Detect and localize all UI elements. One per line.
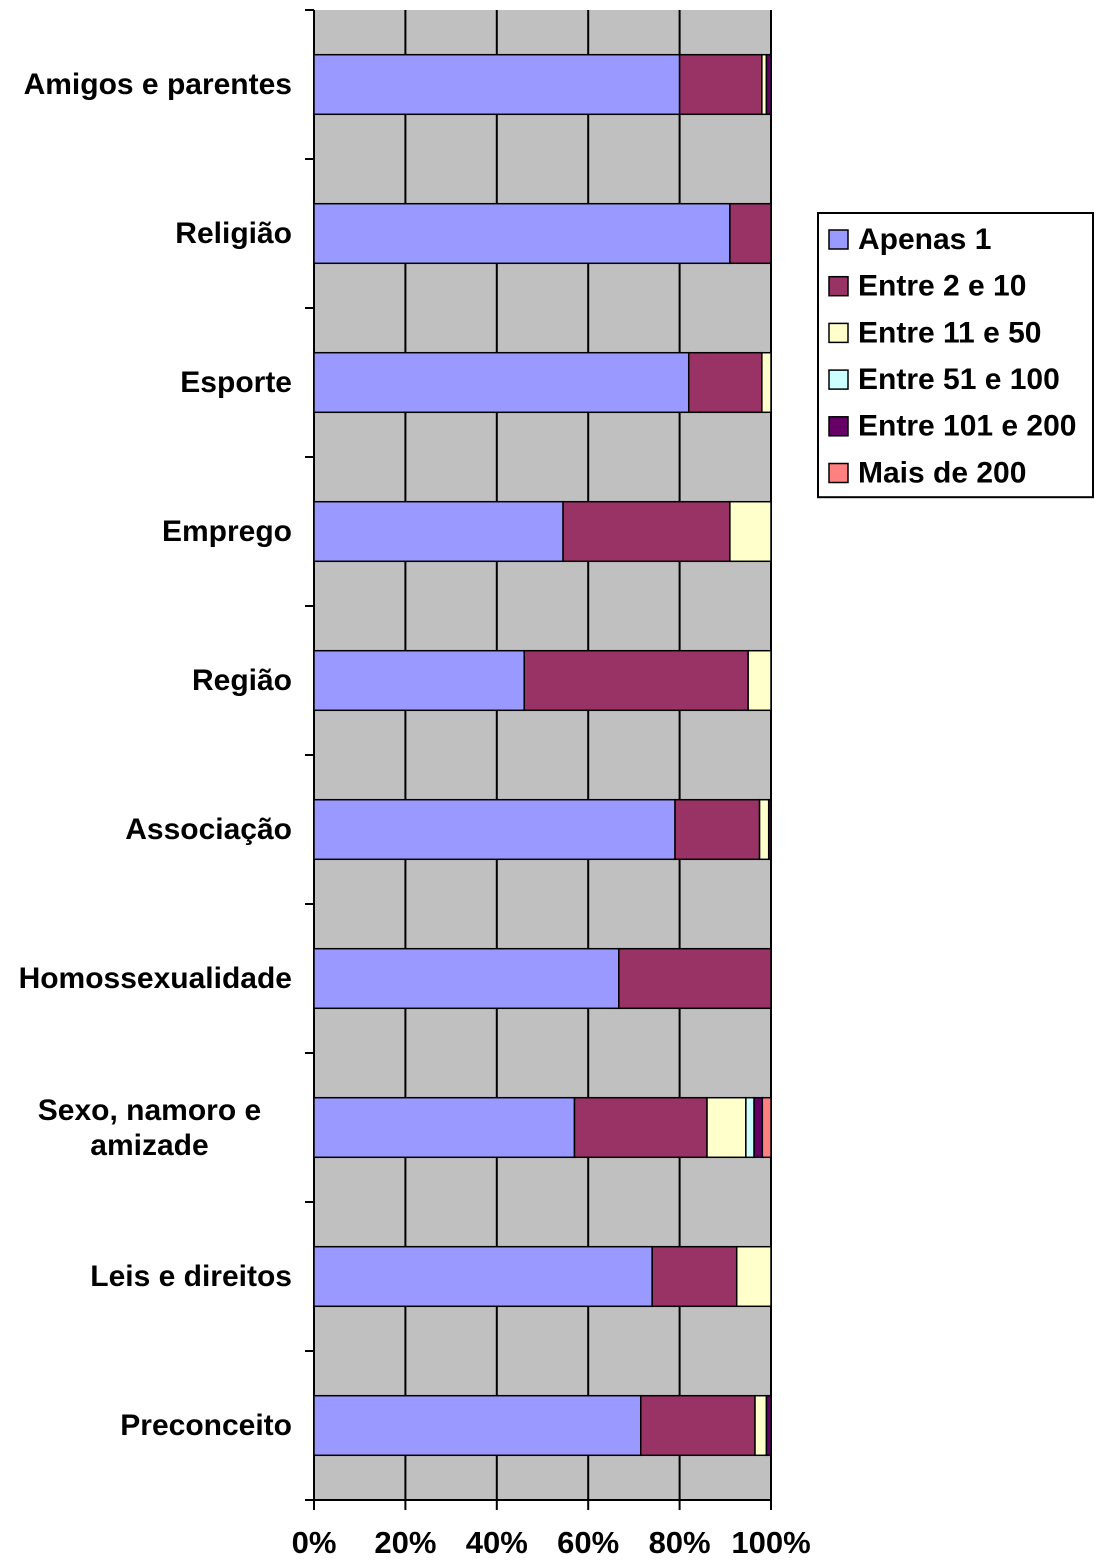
- bar-segment: [573, 1096, 708, 1159]
- bar-segment: [313, 1394, 642, 1457]
- bar-segment: [761, 351, 772, 414]
- y-tick-label: Região: [191, 664, 292, 697]
- legend-label: Entre 2 e 10: [858, 270, 1026, 303]
- x-tick-label: 60%: [557, 1525, 619, 1560]
- legend-box: [817, 212, 1094, 499]
- bar-segment: [313, 351, 690, 414]
- bar-segment: [765, 53, 772, 116]
- y-tick-label: Emprego: [161, 515, 292, 548]
- y-tick-label: Homossexualidade: [18, 962, 292, 995]
- bar-segment: [678, 53, 763, 116]
- y-tick-label: Amigos e parentes: [23, 68, 292, 101]
- legend-swatch: [828, 369, 849, 390]
- x-tick-label: 0%: [292, 1525, 337, 1560]
- bar-segment: [313, 202, 731, 265]
- bar-segment: [745, 1096, 755, 1159]
- bar-segment: [765, 1394, 772, 1457]
- y-tick-label: Sexo, namoro e amizade: [37, 1093, 262, 1162]
- legend-label: Mais de 200: [858, 456, 1026, 489]
- bar-segment: [313, 649, 525, 712]
- legend-label: Entre 11 e 50: [858, 316, 1041, 349]
- x-tick-label: 20%: [374, 1525, 436, 1560]
- x-tick-label: 100%: [731, 1525, 810, 1560]
- bar-segment: [747, 649, 772, 712]
- bar-segment: [313, 1245, 653, 1308]
- bar-segment: [687, 351, 763, 414]
- bar-segment: [674, 798, 761, 861]
- legend-swatch: [828, 322, 849, 344]
- x-tick-label: 40%: [466, 1525, 528, 1560]
- y-tick-label: Associação: [125, 813, 292, 846]
- bar-segment: [640, 1394, 756, 1457]
- bar-segment: [767, 798, 772, 861]
- bar-segment: [562, 500, 731, 563]
- bar-segment: [754, 1394, 768, 1457]
- y-tick-label: Preconceito: [120, 1409, 292, 1442]
- bar-segment: [313, 798, 676, 861]
- bar-segment: [313, 53, 681, 116]
- bar-segment: [758, 798, 770, 861]
- y-tick-label: Leis e direitos: [90, 1260, 292, 1293]
- bar-segment: [313, 500, 564, 563]
- y-tick-label: Esporte: [180, 366, 292, 399]
- bar-segment: [313, 1096, 576, 1159]
- legend-swatch: [828, 416, 849, 437]
- legend-swatch: [828, 229, 849, 250]
- legend-swatch: [828, 462, 849, 484]
- bar-segment: [618, 947, 772, 1010]
- bar-segment: [735, 1245, 772, 1308]
- bar-segment: [523, 649, 749, 712]
- bar-segment: [729, 500, 772, 563]
- x-tick-label: 80%: [649, 1525, 711, 1560]
- legend-label: Entre 101 e 200: [858, 410, 1076, 443]
- y-tick-label: Religião: [175, 217, 292, 250]
- bar-segment: [729, 202, 772, 265]
- legend-swatch: [828, 275, 849, 297]
- legend-label: Apenas 1: [858, 223, 991, 256]
- bar-segment: [706, 1096, 747, 1159]
- legend-label: Entre 51 e 100: [858, 363, 1060, 396]
- bar-segment: [753, 1096, 764, 1159]
- bar-segment: [313, 947, 620, 1010]
- bar-segment: [651, 1245, 738, 1308]
- bar-segment: [761, 1096, 772, 1159]
